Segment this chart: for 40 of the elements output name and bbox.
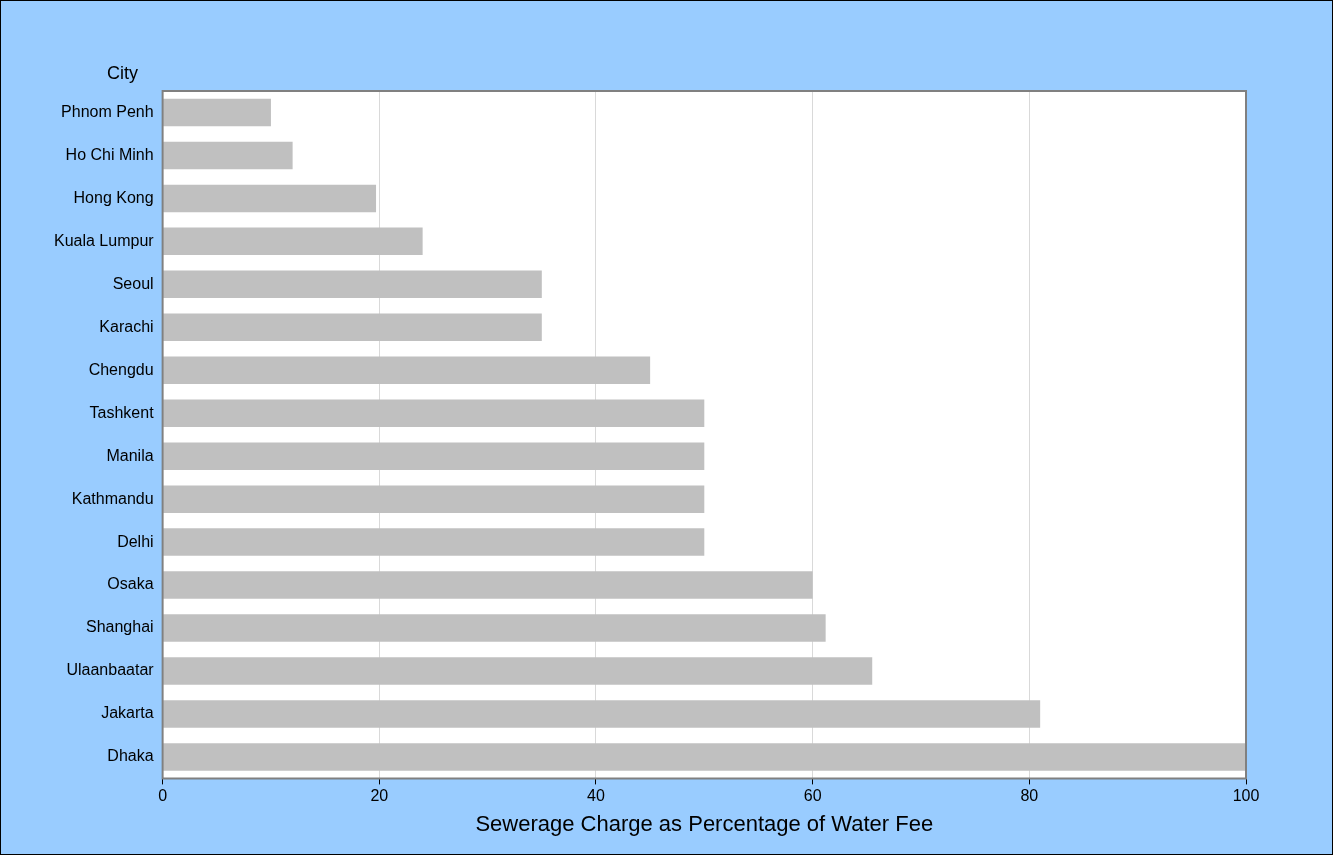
x-tick-label: 0 [158, 787, 168, 805]
y-tick-label: Shanghai [85, 618, 154, 636]
bar [163, 227, 423, 256]
y-tick-label: Hong Kong [73, 188, 154, 206]
x-tick-label: 40 [587, 787, 605, 805]
bar [163, 700, 1041, 728]
bar [163, 485, 705, 513]
bar [163, 657, 873, 685]
y-tick-label: Chengdu [88, 360, 154, 378]
y-tick-label: Phnom Penh [61, 102, 154, 120]
x-tick-label: 60 [803, 787, 822, 805]
y-tick-label: Manila [106, 446, 154, 464]
x-tick-label: 80 [1020, 787, 1039, 805]
bar [163, 98, 271, 127]
bar [163, 356, 651, 384]
x-tick-label: 20 [370, 787, 389, 805]
y-tick-label: Karachi [99, 317, 154, 335]
y-axis-title: City [107, 62, 139, 83]
bar [163, 313, 542, 342]
bar [163, 614, 826, 642]
bar [163, 528, 705, 556]
bar [163, 743, 1246, 771]
y-tick-label: Seoul [112, 274, 154, 292]
x-axis-title: Sewerage Charge as Percentage of Water Fee [475, 810, 934, 836]
y-tick-label: Kuala Lumpur [53, 231, 155, 249]
bar [163, 571, 813, 599]
y-tick-label: Dhaka [107, 747, 154, 765]
y-tick-label: Ulaanbaatar [66, 661, 155, 679]
bar [163, 270, 542, 299]
bar [163, 442, 705, 470]
bar [163, 399, 705, 427]
x-tick-label: 100 [1232, 787, 1260, 805]
y-tick-label: Jakarta [101, 704, 154, 722]
y-tick-label: Kathmandu [71, 489, 154, 507]
y-tick-label: Delhi [117, 532, 154, 550]
bar [163, 184, 377, 213]
y-tick-label: Osaka [107, 575, 154, 593]
y-tick-label: Tashkent [89, 403, 155, 421]
bar [163, 141, 293, 170]
y-tick-label: Ho Chi Minh [65, 145, 154, 163]
